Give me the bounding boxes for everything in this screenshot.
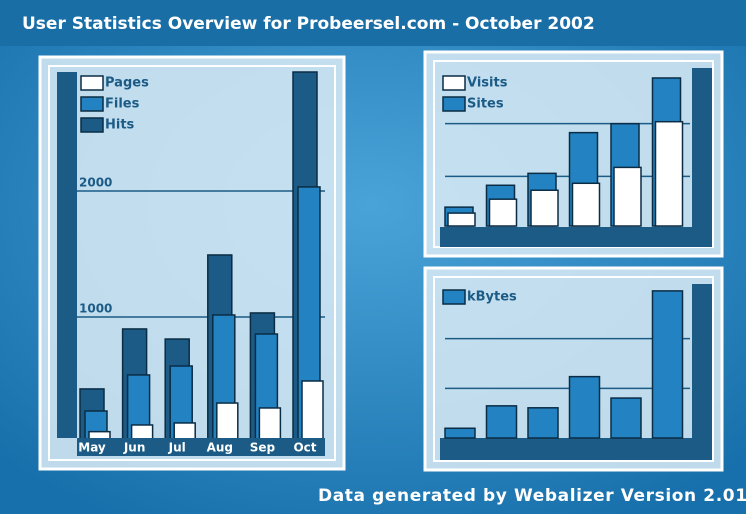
x-tick-label: Jul <box>168 441 186 455</box>
legend-label: kBytes <box>467 290 517 305</box>
legend-swatch <box>81 118 103 132</box>
bar <box>259 408 280 443</box>
y-tick-label: 2000 <box>79 175 112 189</box>
bar <box>445 428 475 438</box>
legend-label: Hits <box>105 118 135 133</box>
bar <box>653 291 683 438</box>
bar <box>573 183 600 226</box>
bar <box>217 403 238 443</box>
legend-label: Pages <box>105 76 149 91</box>
page: User Statistics Overview for Probeersel.… <box>0 0 746 514</box>
legend-label: Sites <box>467 97 504 112</box>
y-tick-label: 1000 <box>79 301 112 315</box>
bar <box>531 190 558 226</box>
legend-label: Files <box>105 97 140 112</box>
legend-swatch <box>443 97 465 111</box>
bar <box>611 398 641 438</box>
footer-text: Data generated by Webalizer Version 2.01 <box>318 486 746 506</box>
x-tick-label: Sep <box>250 441 276 455</box>
x-tick-label: Aug <box>207 441 233 455</box>
bar <box>490 199 517 226</box>
x-tick-label: Oct <box>293 441 316 455</box>
bar <box>302 381 323 443</box>
legend-swatch <box>81 76 103 90</box>
bar <box>448 213 475 226</box>
x-axis-band <box>77 438 325 456</box>
legend-label: Visits <box>467 76 508 91</box>
bar <box>528 408 558 438</box>
x-tick-label: May <box>78 441 106 455</box>
bar <box>614 167 641 226</box>
bar <box>487 406 517 438</box>
legend-swatch <box>81 97 103 111</box>
legend-swatch <box>443 290 465 304</box>
bar <box>570 377 600 438</box>
page-title: User Statistics Overview for Probeersel.… <box>22 14 595 34</box>
legend-swatch <box>443 76 465 90</box>
x-tick-label: Jun <box>123 441 146 455</box>
bar <box>656 122 683 226</box>
